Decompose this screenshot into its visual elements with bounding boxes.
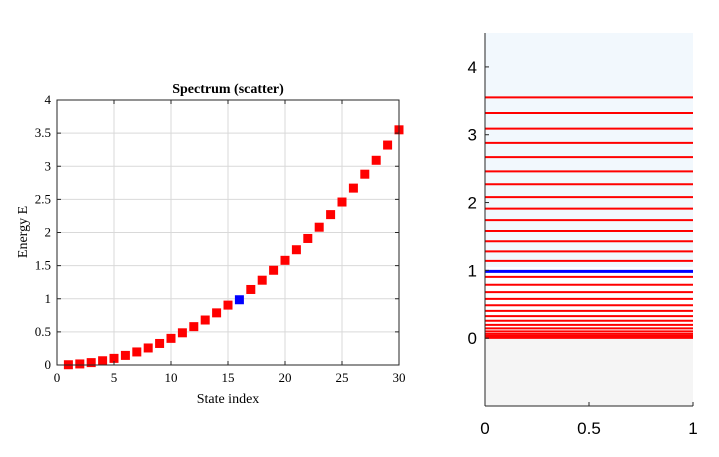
scatter-point xyxy=(166,333,176,343)
x-tick-label: 0 xyxy=(54,370,61,385)
scatter-point xyxy=(75,359,85,369)
y-tick-label: 0.5 xyxy=(35,324,51,339)
scatter-point xyxy=(200,315,210,325)
levels-y-tick-label: 4 xyxy=(468,58,477,77)
x-tick-label: 25 xyxy=(336,370,349,385)
scatter-point xyxy=(189,322,199,332)
scatter-point xyxy=(326,210,336,220)
scatter-point xyxy=(212,308,222,318)
levels-x-tick-label: 0 xyxy=(480,419,489,438)
scatter-point xyxy=(257,275,267,285)
scatter-point xyxy=(280,255,290,265)
levels-y-tick-label: 1 xyxy=(468,261,477,280)
y-tick-label: 3 xyxy=(45,158,52,173)
y-tick-label: 3.5 xyxy=(35,125,51,140)
scatter-point xyxy=(109,353,119,363)
scatter-point xyxy=(155,338,165,348)
scatter-point xyxy=(303,233,313,243)
levels-ticks: 0 1 2 3 4 0 0.5 1 xyxy=(468,58,698,438)
scatter-point-highlighted xyxy=(234,295,244,305)
x-tick-label: 10 xyxy=(165,370,178,385)
scatter-point xyxy=(86,358,96,368)
scatter-point xyxy=(223,300,233,310)
y-tick-label: 0 xyxy=(45,357,52,372)
level-lines xyxy=(485,96,693,339)
levels-y-tick-label: 3 xyxy=(468,126,477,145)
scatter-point xyxy=(291,245,301,255)
scatter-point xyxy=(98,356,108,366)
levels-y-tick-label: 0 xyxy=(468,329,477,348)
scatter-ticks: 0 5 10 15 20 25 30 0 0.5 1 1.5 2 2.5 3 3.5 4 xyxy=(35,92,406,385)
scatter-point xyxy=(269,265,279,275)
levels-y-tick-label: 2 xyxy=(468,194,477,213)
scatter-point xyxy=(337,197,347,207)
scatter-point xyxy=(371,155,381,165)
y-tick-label: 1 xyxy=(45,291,52,306)
energy-levels-chart: 0 1 2 3 4 0 0.5 1 xyxy=(468,33,698,438)
scatter-point xyxy=(360,169,370,179)
scatter-y-axis-label: Energy E xyxy=(16,206,31,258)
scatter-point xyxy=(383,140,393,150)
x-tick-label: 5 xyxy=(111,370,118,385)
scatter-title: Spectrum (scatter) xyxy=(172,82,284,97)
scatter-point xyxy=(177,328,187,338)
levels-x-tick-label: 0.5 xyxy=(577,419,601,438)
y-tick-label: 2.5 xyxy=(35,191,51,206)
scatter-x-axis-label: State index xyxy=(197,392,260,407)
scatter-point xyxy=(120,350,130,360)
scatter-point xyxy=(314,222,324,232)
scatter-point xyxy=(348,183,358,193)
levels-bg-lower xyxy=(485,339,693,406)
y-tick-label: 4 xyxy=(45,92,52,107)
y-tick-label: 2 xyxy=(45,225,52,240)
spectrum-scatter-chart: 0 5 10 15 20 25 30 0 0.5 1 1.5 2 2.5 3 3.5 4 Spectrum (… xyxy=(16,82,406,407)
levels-x-tick-label: 1 xyxy=(688,419,697,438)
scatter-point xyxy=(143,343,153,353)
scatter-point xyxy=(246,284,256,294)
x-tick-label: 20 xyxy=(279,370,292,385)
x-tick-label: 30 xyxy=(393,370,406,385)
scatter-point xyxy=(132,347,142,357)
x-tick-label: 15 xyxy=(222,370,235,385)
levels-bg-upper xyxy=(485,33,693,267)
y-tick-label: 1.5 xyxy=(35,258,51,273)
